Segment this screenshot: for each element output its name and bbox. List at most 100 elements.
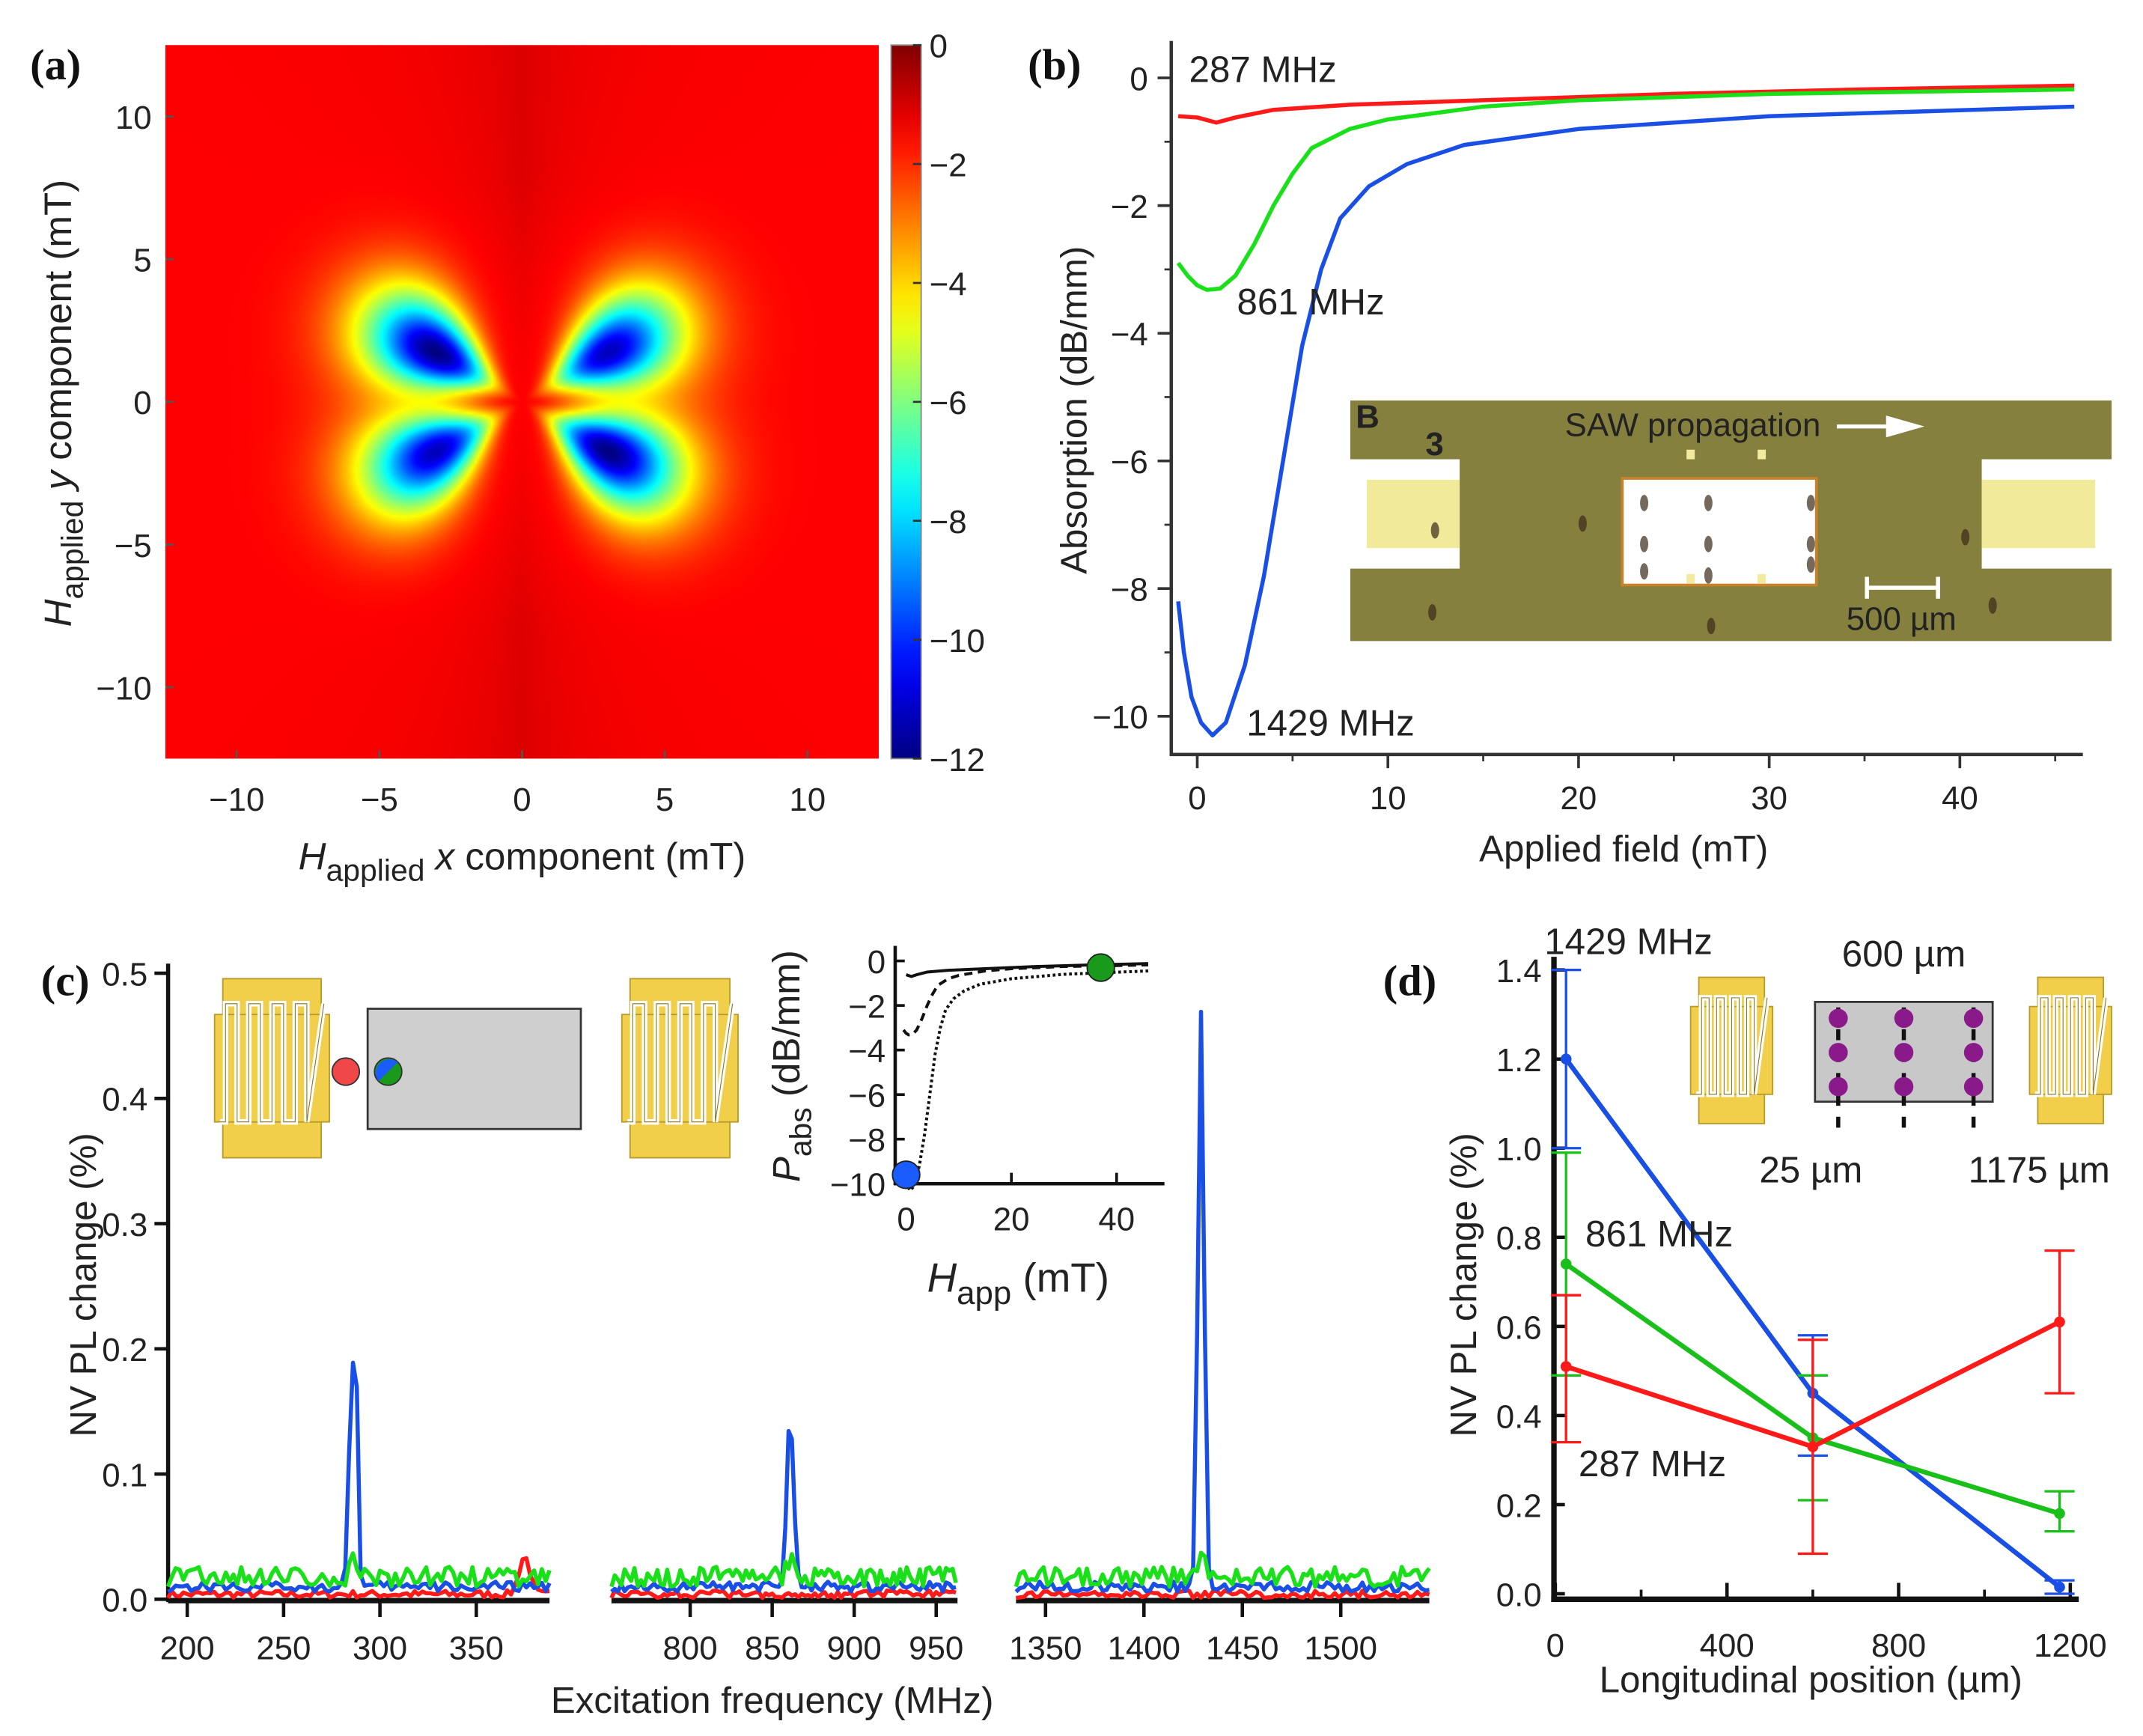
nv-spot — [1640, 494, 1649, 511]
x-tick-label: 250 — [256, 1630, 311, 1667]
data-point — [1560, 1361, 1572, 1372]
label-variable: x — [433, 835, 457, 877]
y-axis-title: Happlied y component (mT) — [37, 180, 89, 627]
inset-x-axis-title: Happ (mT) — [927, 1254, 1109, 1311]
data-point — [1560, 1053, 1572, 1065]
y-axis-title: NV PL change (%) — [1443, 1133, 1484, 1437]
x-tick-label: 800 — [663, 1630, 718, 1667]
red-dot-marker — [331, 1057, 361, 1086]
series-label: 287 MHz — [1579, 1443, 1726, 1484]
idt-right-icon — [621, 978, 739, 1159]
nv-spot — [1806, 535, 1815, 552]
x-tick-label: 850 — [745, 1630, 799, 1667]
idt-finger-outline — [627, 1003, 734, 1123]
inset-marker — [891, 1160, 921, 1190]
y-tick-label: 0 — [1130, 61, 1147, 98]
colorbar-tick-label: −4 — [930, 266, 967, 302]
x-tick-label: 20 — [1561, 780, 1597, 817]
nv-site-dot — [1894, 1076, 1914, 1097]
colorbar-tick-label: 0 — [930, 28, 948, 65]
y-axis-title: Absorption (dB/mm) — [1054, 246, 1095, 574]
y-tick-label: 0.2 — [1496, 1487, 1542, 1524]
x-tick-label: 800 — [1871, 1627, 1926, 1664]
x-tick-label: 1450 — [1206, 1630, 1278, 1667]
label-symbol: P — [765, 1157, 808, 1182]
y-tick-label: 0.4 — [1496, 1398, 1542, 1435]
x-tick-label: 5 — [656, 782, 674, 818]
label-rest: (dB/mm) — [765, 950, 808, 1097]
label-space — [424, 835, 435, 877]
label-1175um: 1175 µm — [1969, 1149, 2110, 1190]
scale-bar-label: 500 µm — [1847, 601, 1957, 638]
series-line-blue — [1014, 1009, 1430, 1594]
nv-spot — [1707, 618, 1716, 635]
idt-finger-outline — [1695, 997, 1768, 1095]
nv-site-dot — [1963, 1008, 1984, 1029]
y-tick-label: 0.0 — [102, 1583, 147, 1619]
panel-label-c: (c) — [41, 956, 90, 1005]
series-label: 861 MHz — [1585, 1213, 1733, 1255]
series-line-red — [609, 1588, 957, 1601]
membrane-rect — [366, 1008, 582, 1130]
colorbar-tick-label: −6 — [930, 385, 967, 421]
y-tick-label: 1.4 — [1496, 953, 1542, 990]
label-space — [37, 490, 79, 500]
x-tick-label: 0 — [1546, 1627, 1564, 1664]
y-tick-label: 0.4 — [102, 1082, 147, 1118]
nv-spot — [1704, 567, 1713, 584]
colorbar-tick-label: −12 — [930, 742, 985, 779]
y-tick-label: −10 — [1092, 699, 1147, 736]
y-tick-label: −5 — [115, 528, 152, 564]
x-tick-label: 0 — [513, 782, 531, 818]
idt-left-icon — [1689, 976, 1774, 1124]
nv-spot — [1806, 556, 1815, 573]
nv-spot — [1640, 563, 1649, 580]
arrow-right-icon — [1886, 415, 1924, 438]
y-tick-label: −10 — [96, 670, 151, 707]
panel-a-heatmap: −10 −5 0 5 10 10 5 0 −5 −10 Happlied x component (… — [37, 28, 985, 888]
series-label: 861 MHz — [1237, 281, 1384, 323]
label-25um: 25 µm — [1759, 1149, 1862, 1190]
y-tick-label: −6 — [1111, 444, 1148, 481]
y-tick-label: 0.3 — [102, 1207, 147, 1243]
inset-y-tick-label: −2 — [848, 989, 885, 1026]
nv-site-dot — [1894, 1043, 1914, 1062]
nv-spot — [1806, 494, 1815, 511]
y-tick-label: 10 — [115, 100, 152, 136]
x-axis-title: Longitudinal position (µm) — [1600, 1659, 2022, 1700]
data-point — [1807, 1441, 1819, 1452]
label-rest: component (mT) — [37, 180, 79, 471]
idt-right-icon — [2028, 976, 2112, 1124]
series-line-287-MHz — [1177, 83, 2075, 125]
nv-site-dot — [1963, 1076, 1984, 1097]
colorbar-tick-label: −10 — [930, 623, 985, 660]
y-tick-label: −2 — [1111, 189, 1148, 225]
inset-x-tick-label: 20 — [993, 1201, 1030, 1237]
y-tick-label: 0.5 — [102, 956, 147, 993]
alignment-mark — [1686, 449, 1695, 460]
photo-label: B — [1356, 399, 1380, 436]
y-tick-label: 0.2 — [102, 1332, 147, 1368]
inset-curve-solid — [905, 962, 1148, 978]
electrode-pad — [1981, 479, 2096, 549]
label-subscript: abs — [783, 1107, 817, 1157]
x-tick-label: 400 — [1700, 1627, 1755, 1664]
nv-spot — [1988, 597, 1997, 614]
nv-spot — [1961, 529, 1970, 546]
x-tick-label: 950 — [909, 1630, 963, 1667]
x-tick-label: 1500 — [1304, 1630, 1377, 1667]
label-space — [1011, 1254, 1022, 1300]
x-tick-label: 10 — [1370, 780, 1406, 817]
label-600um: 600 µm — [1842, 934, 1966, 975]
panel-label-a: (a) — [30, 40, 81, 89]
nv-spot — [1430, 522, 1439, 539]
nv-site-dot — [1963, 1043, 1984, 1062]
x-tick-label: 10 — [789, 782, 826, 818]
y-tick-label: 1.0 — [1496, 1131, 1542, 1168]
x-tick-label: −5 — [361, 782, 398, 818]
series-line-green — [165, 1551, 552, 1589]
nv-spot — [1640, 535, 1649, 552]
inset-y-tick-label: 0 — [868, 944, 885, 981]
